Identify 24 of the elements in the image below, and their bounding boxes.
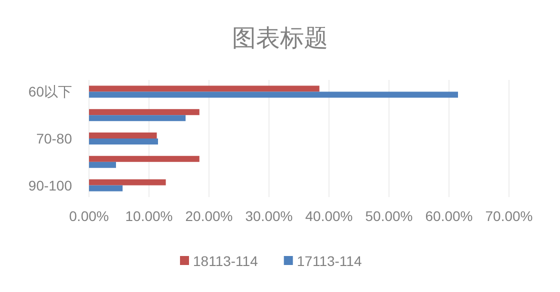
x-tick-label: 10.00% — [125, 208, 173, 224]
bar — [89, 132, 157, 138]
y-tick-label: 90-100 — [28, 177, 72, 194]
bar — [89, 109, 200, 116]
x-tick-label: 40.00% — [305, 208, 353, 224]
bar — [89, 115, 186, 122]
bar — [89, 156, 200, 162]
bar — [89, 185, 123, 192]
bar — [89, 179, 166, 186]
x-tick-label: 70.00% — [485, 208, 533, 224]
x-tick-label: 60.00% — [425, 208, 473, 224]
x-tick-label: 20.00% — [185, 208, 233, 224]
bar — [89, 86, 320, 92]
y-tick-label: 60以下 — [28, 84, 72, 100]
x-tick-label: 0.00% — [69, 208, 109, 224]
legend-label: 17113-114 — [296, 253, 362, 269]
legend-label: 18113-114 — [193, 253, 258, 269]
y-tick-label: 70-80 — [36, 130, 72, 146]
bar — [89, 162, 116, 168]
bar — [89, 92, 458, 98]
x-tick-label: 30.00% — [245, 208, 293, 224]
x-tick-label: 50.00% — [365, 208, 413, 224]
chart-title: 图表标题 — [232, 25, 328, 52]
bar — [89, 138, 158, 144]
